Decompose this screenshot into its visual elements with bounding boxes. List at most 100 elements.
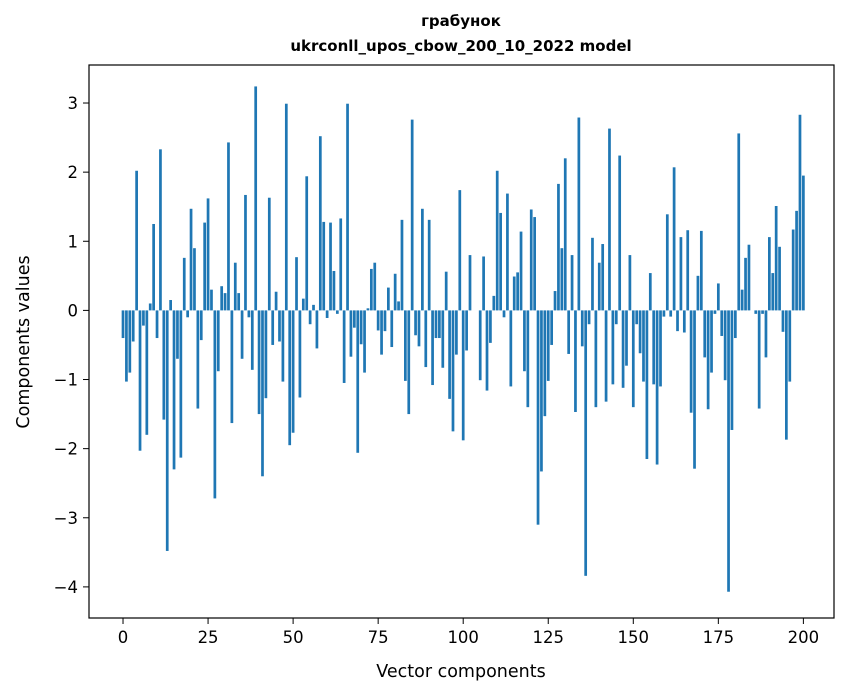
bar (604, 310, 608, 402)
bar (720, 310, 724, 336)
bar (574, 310, 577, 412)
bar (642, 310, 645, 382)
bar (768, 237, 771, 311)
bar (451, 310, 455, 432)
bar (176, 310, 179, 359)
bar (744, 257, 747, 311)
bar (795, 210, 798, 311)
bar (390, 310, 394, 348)
bar (662, 310, 666, 317)
bar (329, 222, 332, 311)
bar (410, 119, 414, 311)
bar (570, 255, 574, 311)
bar (716, 283, 720, 311)
bar (693, 310, 696, 469)
bar (774, 206, 778, 311)
bar (529, 209, 533, 311)
bar (631, 310, 635, 408)
bar (672, 167, 676, 311)
bar (199, 310, 203, 341)
bar (567, 310, 571, 354)
bar (485, 310, 489, 391)
bar (737, 133, 741, 311)
bar (455, 310, 458, 355)
bar (441, 310, 445, 368)
bar (216, 310, 220, 372)
bar (335, 310, 339, 314)
bar (761, 310, 764, 314)
bar (706, 310, 710, 410)
bar (383, 310, 387, 332)
bar (359, 310, 363, 345)
bar (247, 310, 251, 318)
bar (519, 231, 523, 311)
y-axis-label: Components values (14, 255, 34, 428)
bar (284, 103, 288, 311)
y-tick-label: −2 (54, 440, 78, 459)
bar (608, 128, 611, 311)
bar (679, 237, 683, 311)
x-tick-label: 0 (118, 628, 129, 647)
bar (764, 310, 768, 358)
bar (421, 208, 424, 311)
bar (278, 310, 281, 342)
bar (771, 273, 775, 311)
bar (264, 310, 268, 399)
bar (512, 276, 516, 311)
bar (165, 310, 169, 551)
bar (186, 310, 190, 318)
bar (220, 286, 224, 311)
bar (210, 289, 213, 311)
bar (240, 310, 244, 359)
bar (257, 310, 261, 415)
bar (373, 262, 377, 311)
bar (557, 183, 560, 311)
x-tick-label: 100 (447, 628, 479, 647)
bar (291, 310, 295, 433)
bar (125, 310, 128, 382)
bar (206, 198, 210, 311)
bar (417, 310, 421, 347)
bar (733, 310, 737, 339)
x-tick-label: 125 (532, 628, 564, 647)
bar (380, 310, 383, 355)
bar (648, 273, 652, 311)
y-tick-label: 3 (68, 94, 79, 113)
bar (591, 237, 594, 311)
y-tick-label: −3 (54, 509, 78, 528)
x-tick-label: 25 (198, 628, 219, 647)
bar (159, 149, 162, 311)
bar (703, 310, 707, 358)
bar (339, 218, 343, 311)
bar (305, 176, 309, 311)
bar (788, 310, 792, 382)
bar (369, 268, 373, 311)
bar (169, 300, 172, 311)
bar (254, 86, 258, 311)
bar (213, 310, 217, 499)
bar (536, 310, 540, 525)
bar (638, 310, 642, 354)
x-axis-label: Vector components (376, 662, 545, 682)
bar (281, 310, 285, 382)
bar (546, 310, 550, 381)
bar (172, 310, 176, 470)
bar (227, 142, 230, 311)
bar (414, 310, 417, 336)
bar (601, 244, 605, 311)
y-tick-label: −1 (54, 371, 78, 390)
y-tick-label: 2 (68, 163, 79, 182)
bar (308, 310, 312, 325)
bar (223, 293, 227, 311)
bar (366, 308, 370, 311)
y-tick-label: 0 (68, 301, 79, 320)
bar (465, 310, 468, 351)
bar (131, 310, 135, 342)
bar (237, 293, 241, 311)
bar (553, 291, 557, 311)
bar (635, 310, 639, 325)
bar (318, 136, 322, 311)
bar (346, 103, 349, 311)
bar (244, 194, 247, 311)
x-tick-label: 175 (703, 628, 735, 647)
